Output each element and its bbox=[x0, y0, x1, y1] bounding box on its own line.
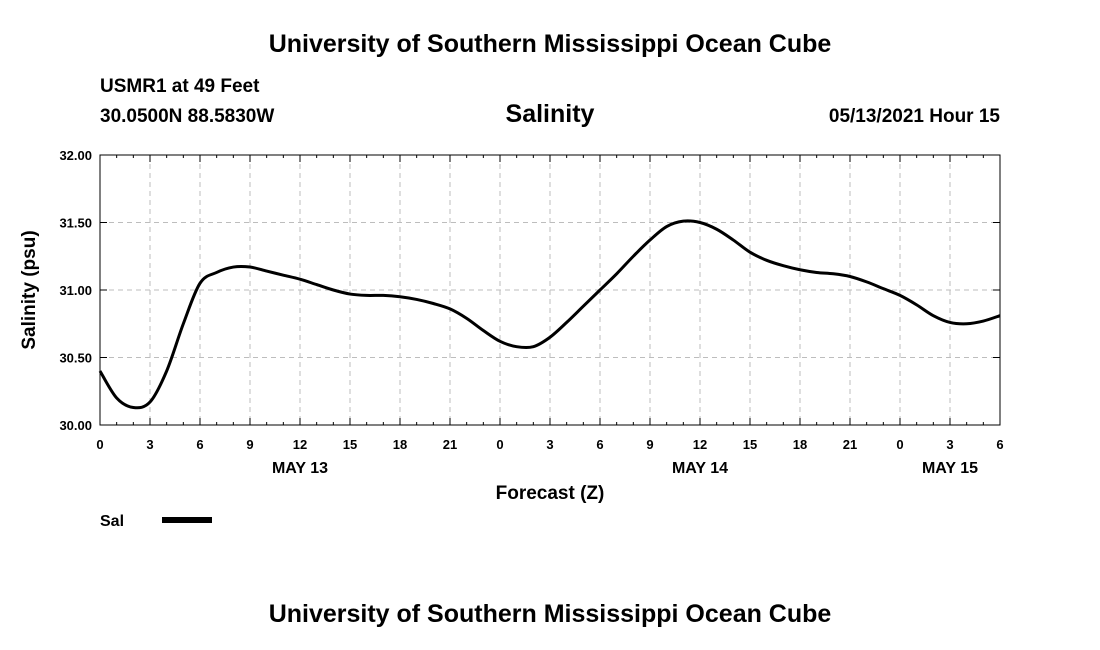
series-line-sal bbox=[98, 219, 1001, 410]
x-tick-label: 12 bbox=[693, 437, 707, 452]
y-tick-label: 32.00 bbox=[59, 148, 92, 163]
x-axis-title: Forecast (Z) bbox=[496, 483, 605, 504]
parameter-title: Salinity bbox=[505, 100, 595, 128]
date-label: MAY 15 bbox=[922, 460, 978, 477]
forecast-datetime: 05/13/2021 Hour 15 bbox=[828, 106, 1000, 127]
y-tick-label: 31.00 bbox=[59, 283, 92, 298]
x-tick-label: 9 bbox=[246, 437, 253, 452]
date-label: MAY 13 bbox=[272, 460, 328, 477]
x-tick-label: 18 bbox=[793, 437, 807, 452]
x-tick-label: 3 bbox=[146, 437, 153, 452]
x-tick-label: 6 bbox=[596, 437, 603, 452]
x-tick-label: 6 bbox=[196, 437, 203, 452]
x-tick-label: 21 bbox=[843, 437, 857, 452]
y-tick-label: 30.00 bbox=[59, 418, 92, 433]
x-tick-label: 3 bbox=[546, 437, 553, 452]
y-tick-label: 31.50 bbox=[59, 216, 92, 231]
x-tick-label: 15 bbox=[343, 437, 357, 452]
x-tick-label: 15 bbox=[743, 437, 757, 452]
x-tick-label: 0 bbox=[496, 437, 503, 452]
x-tick-label: 0 bbox=[896, 437, 903, 452]
x-tick-label: 9 bbox=[646, 437, 653, 452]
x-tick-label: 0 bbox=[96, 437, 103, 452]
station-label: USMR1 at 49 Feet bbox=[100, 76, 260, 97]
date-label: MAY 14 bbox=[672, 460, 728, 477]
x-tick-label: 12 bbox=[293, 437, 307, 452]
x-tick-label: 21 bbox=[443, 437, 457, 452]
chart-title: University of Southern Mississippi Ocean… bbox=[268, 30, 832, 58]
plot-frame bbox=[99, 154, 1001, 426]
y-axis-title: Salinity (psu) bbox=[19, 230, 40, 349]
footer-title: University of Southern Mississippi Ocean… bbox=[268, 600, 832, 628]
x-tick-label: 6 bbox=[996, 437, 1003, 452]
y-tick-label: 30.50 bbox=[59, 351, 92, 366]
coordinates-label: 30.0500N 88.5830W bbox=[100, 106, 275, 127]
legend-label: Sal bbox=[100, 513, 124, 530]
x-tick-label: 18 bbox=[393, 437, 407, 452]
x-tick-label: 3 bbox=[946, 437, 953, 452]
